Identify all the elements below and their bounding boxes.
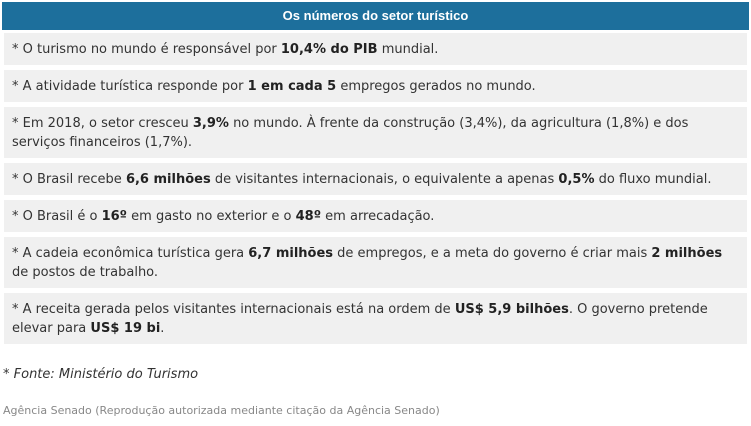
row-text: * Em 2018, o setor cresceu [12,116,193,131]
row-text: * O Brasil é o [12,209,102,224]
row-text: * A cadeia econômica turística gera [12,246,249,261]
row-text: de empregos, e a meta do governo é criar… [333,246,652,261]
row-highlight: 48º [295,209,322,224]
row-text: * A atividade turística responde por [12,79,248,94]
row-text: no mundo. À frente da construção (3,4%),… [12,116,689,150]
row-highlight: US$ 5,9 bilhões [454,302,569,317]
source-note: * Fonte: Ministério do Turismo [3,367,199,382]
row-text: . [160,321,165,336]
row-text: * O Brasil recebe [12,172,126,187]
row-text: * A receita gerada pelos visitantes inte… [12,302,455,317]
row-highlight: US$ 19 bi [90,321,161,336]
table-row: * O Brasil recebe 6,6 milhões de visitan… [4,163,747,195]
table-row: * Em 2018, o setor cresceu 3,9% no mundo… [4,107,747,158]
row-text: . O governo pretende elevar para [12,302,708,336]
table-row: * O turismo no mundo é responsável por 1… [4,33,747,65]
row-text: empregos gerados no mundo. [336,79,536,94]
row-highlight: 1 em cada 5 [247,79,337,94]
row-text: em gasto no exterior e o [127,209,296,224]
table-row: * O Brasil é o 16º em gasto no exterior … [4,200,747,232]
row-highlight: 10,4% do PIB [280,42,378,57]
table-row: * A cadeia econômica turística gera 6,7 … [4,237,747,288]
facts-table: Os números do setor turístico * O turism… [2,2,749,349]
row-highlight: 3,9% [192,116,229,131]
row-highlight: 2 milhões [651,246,723,261]
table-row: * A atividade turística responde por 1 e… [4,70,747,102]
credit-line: Agência Senado (Reprodução autorizada me… [3,404,440,417]
row-highlight: 16º [101,209,128,224]
table-row: * A receita gerada pelos visitantes inte… [4,293,747,344]
table-rows: * O turismo no mundo é responsável por 1… [2,30,749,344]
row-text: de postos de trabalho. [12,265,159,280]
row-text: em arrecadação. [321,209,435,224]
row-highlight: 0,5% [558,172,595,187]
row-text: do fluxo mundial. [594,172,712,187]
table-title: Os números do setor turístico [2,2,749,30]
row-highlight: 6,7 milhões [248,246,334,261]
row-text: de visitantes internacionais, o equivale… [210,172,559,187]
row-text: * O turismo no mundo é responsável por [12,42,281,57]
row-highlight: 6,6 milhões [125,172,211,187]
row-text: mundial. [377,42,439,57]
